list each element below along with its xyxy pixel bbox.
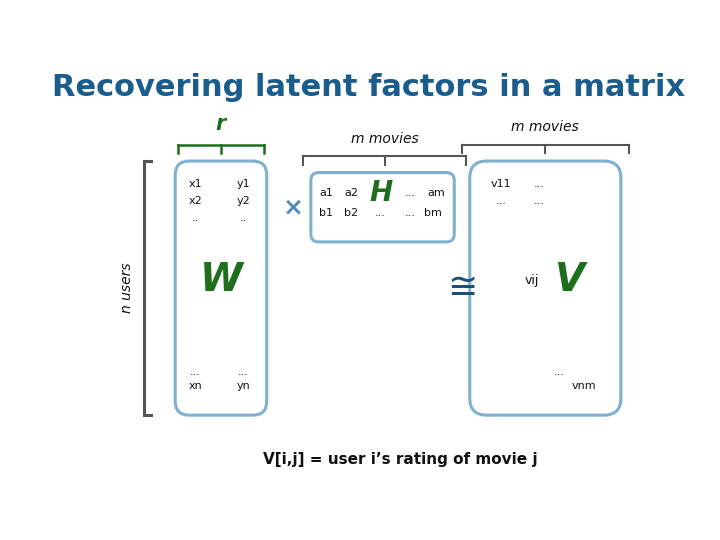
Text: ...: ...: [375, 208, 386, 218]
Text: ...: ...: [190, 367, 201, 377]
Text: bm: bm: [424, 208, 442, 218]
Text: W: W: [199, 261, 243, 299]
Text: r: r: [216, 114, 226, 134]
Text: v11: v11: [490, 179, 511, 189]
Text: x1: x1: [189, 179, 202, 189]
Text: ..: ..: [192, 213, 199, 223]
Text: Recovering latent factors in a matrix: Recovering latent factors in a matrix: [53, 72, 685, 102]
Text: a1: a1: [320, 187, 333, 198]
Text: yn: yn: [237, 381, 251, 391]
Text: m movies: m movies: [351, 132, 418, 146]
Text: am: am: [428, 187, 445, 198]
Text: ≅: ≅: [447, 271, 477, 305]
Text: ...: ...: [405, 187, 415, 198]
Text: a2: a2: [344, 187, 358, 198]
Text: ...: ...: [495, 196, 506, 206]
Text: xn: xn: [189, 381, 202, 391]
Text: V: V: [554, 261, 584, 299]
Text: H: H: [369, 179, 392, 207]
Text: y2: y2: [237, 196, 251, 206]
Text: n users: n users: [120, 263, 134, 313]
Text: x2: x2: [189, 196, 202, 206]
Text: V[i,j] = user i’s rating of movie j: V[i,j] = user i’s rating of movie j: [263, 451, 537, 467]
Text: b1: b1: [320, 208, 333, 218]
Text: ...: ...: [238, 367, 249, 377]
Text: ...: ...: [554, 367, 564, 377]
Text: vij: vij: [525, 274, 539, 287]
Text: ..: ..: [240, 213, 247, 223]
Text: ...: ...: [405, 208, 415, 218]
Text: y1: y1: [237, 179, 251, 189]
Text: m movies: m movies: [511, 120, 579, 134]
Text: ×: ×: [284, 195, 305, 219]
Text: vnm: vnm: [572, 381, 597, 391]
Text: ...: ...: [534, 196, 545, 206]
Text: b2: b2: [344, 208, 359, 218]
Text: ...: ...: [534, 179, 545, 189]
